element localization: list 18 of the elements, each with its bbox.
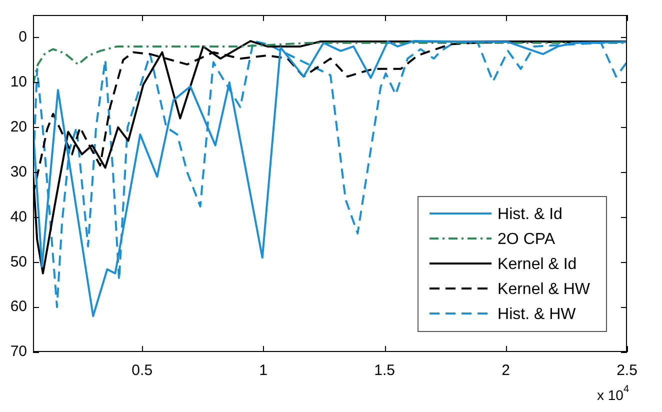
legend-label: 2O CPA bbox=[498, 230, 556, 248]
legend-label: Kernel & HW bbox=[498, 280, 591, 298]
y-tick-label: 10 bbox=[10, 74, 27, 91]
x-tick-label: 0.5 bbox=[132, 362, 153, 380]
y-tick-label: 20 bbox=[10, 118, 27, 136]
legend-label: Kernel & Id bbox=[498, 256, 577, 273]
y-tick-label: 30 bbox=[10, 163, 27, 180]
x-tick-label: 1.5 bbox=[374, 362, 395, 380]
y-tick-label: 70 bbox=[10, 343, 27, 360]
x-tick-label: 2 bbox=[502, 362, 510, 380]
y-tick-label: 60 bbox=[10, 298, 27, 316]
x-tick-label: 1 bbox=[259, 362, 268, 380]
legend-label: Hist. & Id bbox=[498, 206, 562, 223]
x-tick-label: 2.5 bbox=[616, 362, 638, 380]
y-tick-label: 40 bbox=[10, 208, 27, 226]
y-tick-label: 0 bbox=[18, 28, 27, 46]
y-tick-label: 50 bbox=[10, 253, 27, 270]
legend-label: Hist. & HW bbox=[498, 306, 577, 323]
